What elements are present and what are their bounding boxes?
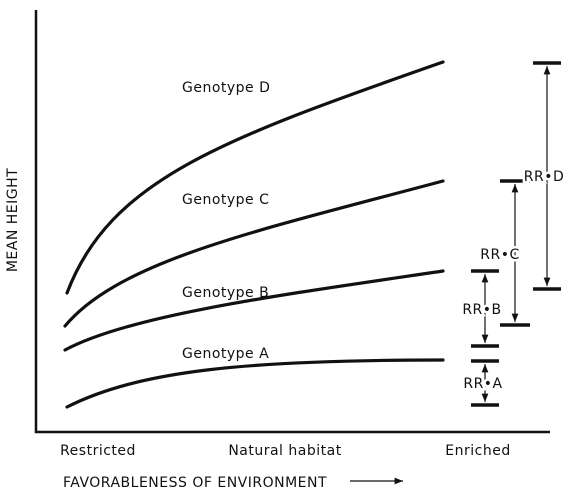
curve-a [65, 358, 445, 409]
range-d [533, 61, 561, 291]
y-axis-label: MEAN HEIGHT [5, 168, 21, 272]
range-label: RR•D [524, 169, 565, 185]
range-c [500, 179, 530, 327]
curve-label: Genotype B [182, 285, 269, 301]
x-label: Restricted [60, 443, 136, 459]
range-b [471, 269, 499, 348]
x-label: Natural habitat [228, 443, 341, 459]
range-label: RR•B [462, 302, 501, 318]
curve-b [63, 269, 445, 352]
range-label: RR•A [463, 376, 502, 392]
axes [34, 10, 550, 434]
range-a [471, 359, 499, 407]
curve-c [63, 179, 445, 328]
curve-label: Genotype A [182, 346, 269, 362]
curve-label: Genotype C [182, 192, 269, 208]
x-axis-label: FAVORABLENESS OF ENVIRONMENT [63, 475, 327, 491]
curve-d [65, 60, 445, 295]
x-label: Enriched [445, 443, 510, 459]
curve-label: Genotype D [182, 80, 270, 96]
range-label: RR•C [480, 247, 520, 263]
